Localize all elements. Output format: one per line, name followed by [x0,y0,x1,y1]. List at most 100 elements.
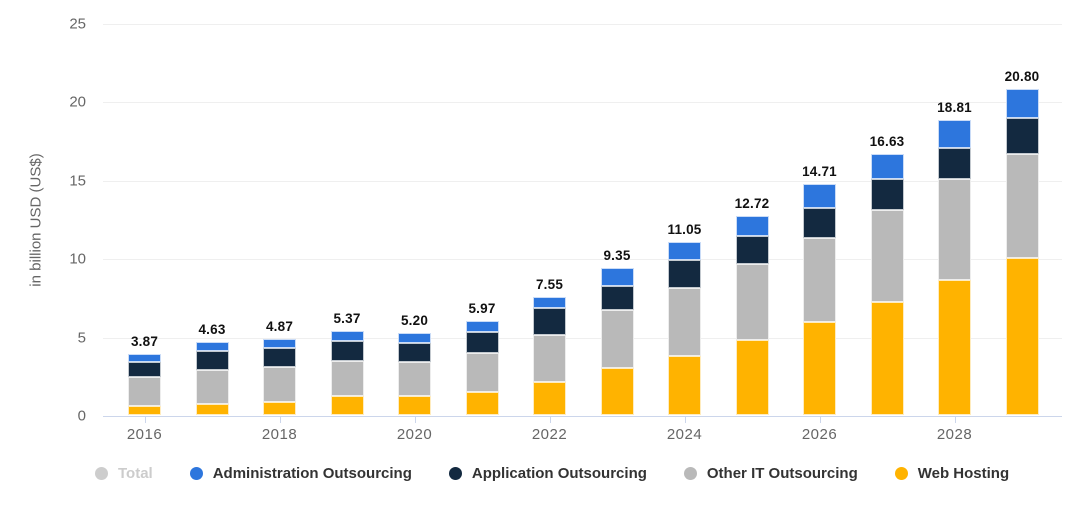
bar-2023-segment-administration-outsourcing[interactable] [600,268,634,286]
bar-2023-segment-application-outsourcing[interactable] [600,285,634,310]
bar-2021-segment-administration-outsourcing[interactable] [465,321,499,333]
bar-2017-segment-other-it-outsourcing[interactable] [195,369,229,404]
bar-2022-segment-web-hosting[interactable] [533,382,566,415]
y-axis-tick-label-25: 25 [69,15,86,33]
bar-2023-segment-web-hosting[interactable] [600,368,634,415]
bar-2027-segment-administration-outsourcing[interactable] [870,154,904,179]
bar-2025-segment-administration-outsourcing[interactable] [735,215,769,237]
bar-2016-segment-application-outsourcing[interactable] [128,361,161,378]
bar-2028-segment-administration-outsourcing[interactable] [938,120,971,149]
bar-2020-total-label: 5.20 [400,313,429,329]
bar-2016-segment-administration-outsourcing[interactable] [128,354,161,362]
bar-2021-total-label: 5.97 [468,301,496,317]
bar-2020-segment-administration-outsourcing[interactable] [398,333,431,344]
bar-2023-segment-other-it-outsourcing[interactable] [600,309,634,368]
bar-2028-total-label: 18.81 [937,100,972,116]
bar-2018-segment-web-hosting[interactable] [263,402,296,415]
bar-2017-segment-web-hosting[interactable] [195,403,229,415]
bar-2023: 9.35 [600,248,634,415]
gridline-25 [103,24,1062,25]
x-axis-tick [549,417,551,423]
bar-2019-segment-other-it-outsourcing[interactable] [330,360,364,397]
bar-2017-segment-application-outsourcing[interactable] [195,351,229,370]
bar-2029-segment-other-it-outsourcing[interactable] [1005,153,1039,259]
bar-2025-segment-other-it-outsourcing[interactable] [735,263,769,340]
x-axis-label-2022: 2022 [531,426,568,443]
legend-item-other-it-outsourcing[interactable]: Other IT Outsourcing [683,464,858,482]
bar-2026-segment-web-hosting[interactable] [803,321,836,415]
bar-2022: 7.55 [533,277,566,415]
bar-2019-segment-application-outsourcing[interactable] [330,340,364,361]
legend-dot-total [95,466,108,480]
y-axis-tick-label-5: 5 [77,329,86,347]
legend-item-total[interactable]: Total [95,465,153,482]
bar-2028-segment-application-outsourcing[interactable] [938,148,971,180]
x-axis-tick [414,417,416,423]
bar-2021-segment-other-it-outsourcing[interactable] [465,353,499,393]
bar-2022-segment-application-outsourcing[interactable] [533,307,566,335]
bar-2026-segment-administration-outsourcing[interactable] [803,184,836,209]
bar-2021-segment-application-outsourcing[interactable] [465,332,499,354]
bar-2026-segment-other-it-outsourcing[interactable] [803,237,836,322]
bar-2028: 18.81 [937,100,972,415]
legend-label: Application Outsourcing [471,464,647,482]
legend-dot-other-it-outsourcing [683,466,697,480]
bar-2027-segment-other-it-outsourcing[interactable] [870,210,904,303]
bar-2029-segment-administration-outsourcing[interactable] [1005,88,1039,119]
bar-2017-segment-administration-outsourcing[interactable] [195,342,229,352]
bar-2027-total-label: 16.63 [869,134,905,150]
bar-2027-segment-application-outsourcing[interactable] [870,178,904,211]
bar-2027-segment-web-hosting[interactable] [870,302,904,415]
bar-2020-segment-web-hosting[interactable] [398,396,431,415]
bar-2024-segment-application-outsourcing[interactable] [668,260,701,289]
bar-2016: 3.87 [128,334,161,415]
legend: Total Administration Outsourcing Applicati… [95,462,1009,484]
legend-item-administration-outsourcing[interactable]: Administration Outsourcing [189,464,412,482]
legend-item-web-hosting[interactable]: Web Hosting [894,464,1010,482]
bar-2024-segment-web-hosting[interactable] [668,355,701,415]
bar-2026-segment-application-outsourcing[interactable] [803,208,836,238]
bar-2022-segment-administration-outsourcing[interactable] [533,296,566,308]
bar-2020-segment-application-outsourcing[interactable] [398,343,431,362]
bar-2024-segment-administration-outsourcing[interactable] [668,241,701,261]
bar-2016-segment-web-hosting[interactable] [128,406,161,415]
x-axis-tick [954,417,956,423]
legend-label: Total [118,464,153,482]
bar-2029-segment-application-outsourcing[interactable] [1005,118,1039,154]
bar-2018-segment-administration-outsourcing[interactable] [263,338,296,349]
bar-2020: 5.20 [398,313,431,415]
legend-item-application-outsourcing[interactable]: Application Outsourcing [448,464,647,482]
bar-2022-total-label: 7.55 [535,276,564,292]
bar-2025: 12.72 [735,196,769,415]
bar-2017: 4.63 [195,322,229,415]
bar-2029-total-label: 20.80 [1004,68,1040,84]
bar-2028-segment-web-hosting[interactable] [938,280,971,415]
legend-label: Administration Outsourcing [212,464,412,482]
bar-2025-segment-application-outsourcing[interactable] [735,236,769,264]
bar-2016-segment-other-it-outsourcing[interactable] [128,377,161,407]
bar-2021-segment-web-hosting[interactable] [465,392,499,415]
bar-2029-segment-web-hosting[interactable] [1005,258,1039,415]
bar-2019-segment-administration-outsourcing[interactable] [330,330,364,341]
bar-2028-segment-other-it-outsourcing[interactable] [938,179,971,281]
bar-2025-segment-web-hosting[interactable] [735,340,769,415]
gridline-5 [103,337,1062,339]
bar-2020-segment-other-it-outsourcing[interactable] [398,361,431,397]
y-axis-tick-label-0: 0 [77,407,86,425]
bar-2018: 4.87 [263,319,296,415]
x-axis-label-2018: 2018 [261,426,298,443]
bar-2026-total-label: 14.71 [802,164,837,180]
legend-dot-administration-outsourcing [189,466,203,480]
bar-2018-segment-other-it-outsourcing[interactable] [263,367,296,403]
bar-2022-segment-other-it-outsourcing[interactable] [533,334,566,383]
legend-label: Other IT Outsourcing [706,464,858,482]
x-axis-tick [279,417,281,423]
bar-2019-segment-web-hosting[interactable] [330,396,364,415]
bar-2024: 11.05 [667,222,701,415]
bar-2018-segment-application-outsourcing[interactable] [263,348,296,368]
legend-label: Web Hosting [917,464,1010,482]
bar-2024-segment-other-it-outsourcing[interactable] [668,288,701,356]
x-axis-line [103,416,1062,417]
bar-2029: 20.80 [1005,69,1039,415]
